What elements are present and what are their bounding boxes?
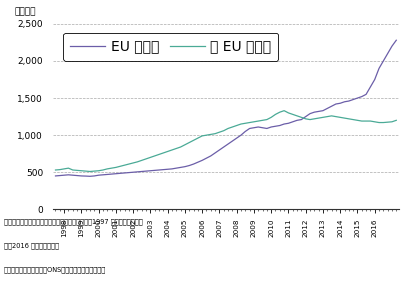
非 EU 出身者 xyxy=(277,110,282,114)
EU 出身者 xyxy=(277,124,282,127)
EU 出身者 xyxy=(260,126,265,129)
非 EU 出身者 xyxy=(208,133,213,136)
EU 出身者 xyxy=(290,120,295,123)
Legend: EU 出身者, 非 EU 出身者: EU 出身者, 非 EU 出身者 xyxy=(63,33,278,61)
非 EU 出身者 xyxy=(394,118,399,122)
非 EU 出身者 xyxy=(282,109,287,112)
EU 出身者 xyxy=(88,175,92,178)
Text: 2016 年第３四半期。: 2016 年第３四半期。 xyxy=(4,242,59,249)
非 EU 出身者 xyxy=(260,118,265,122)
EU 出身者 xyxy=(265,127,269,130)
非 EU 出身者 xyxy=(295,114,300,118)
非 EU 出身者 xyxy=(265,118,269,121)
Line: 非 EU 出身者: 非 EU 出身者 xyxy=(55,111,396,172)
Text: 備考：英国における非英国籍の労働者数の推移。1997 年第３四半期から: 備考：英国における非英国籍の労働者数の推移。1997 年第３四半期から xyxy=(4,218,143,225)
EU 出身者 xyxy=(208,154,213,158)
EU 出身者 xyxy=(53,174,58,178)
Text: 資料：英国国家統計局（ONS）から経済産業省作成。: 資料：英国国家統計局（ONS）から経済産業省作成。 xyxy=(4,266,106,273)
Line: EU 出身者: EU 出身者 xyxy=(55,40,396,176)
非 EU 出身者 xyxy=(363,119,368,123)
Text: （千人）: （千人） xyxy=(15,7,36,16)
非 EU 出身者 xyxy=(53,168,58,172)
EU 出身者 xyxy=(394,39,399,42)
非 EU 出身者 xyxy=(88,170,92,173)
EU 出身者 xyxy=(359,95,364,98)
